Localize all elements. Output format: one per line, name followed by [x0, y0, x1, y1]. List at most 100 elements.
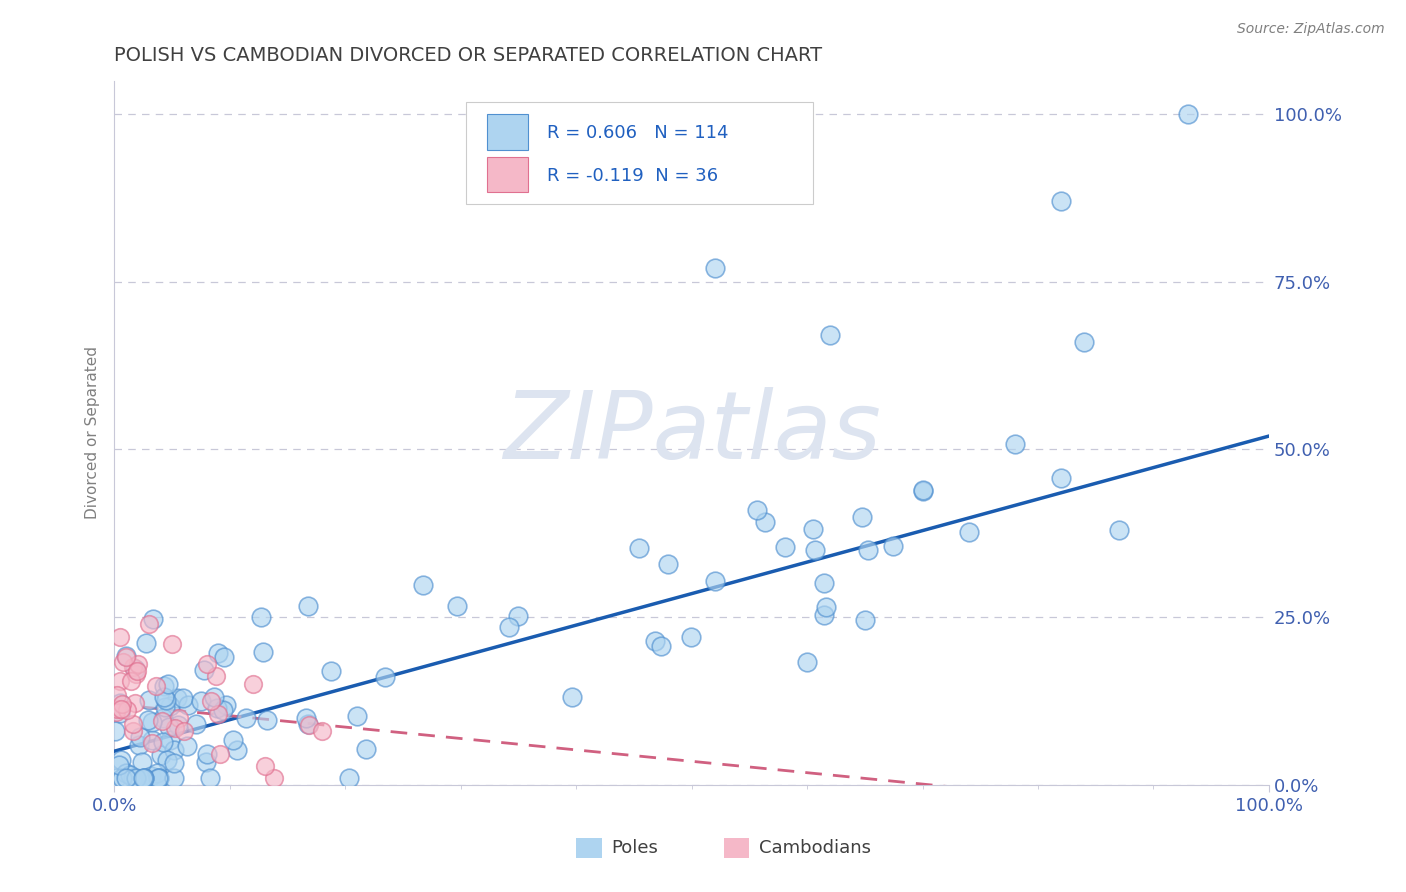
Point	[561, 690, 583, 705]
Point	[124, 662, 146, 676]
Point	[263, 771, 285, 785]
Point	[167, 718, 190, 732]
FancyBboxPatch shape	[486, 114, 527, 150]
Point	[374, 669, 396, 683]
Point	[105, 771, 128, 785]
Point	[225, 742, 247, 756]
Point	[138, 692, 160, 706]
Point	[911, 484, 934, 499]
Text: R = -0.119  N = 36: R = -0.119 N = 36	[547, 167, 718, 185]
Text: Cambodians: Cambodians	[759, 839, 872, 857]
Point	[297, 599, 319, 614]
Point	[242, 677, 264, 691]
Point	[122, 771, 145, 785]
Point	[446, 599, 468, 613]
Point	[111, 698, 134, 712]
Point	[804, 542, 827, 557]
Point	[703, 574, 725, 588]
Point	[152, 735, 174, 749]
Point	[108, 673, 131, 688]
Point	[814, 600, 837, 615]
Point	[114, 765, 136, 780]
Point	[221, 732, 243, 747]
Point	[122, 723, 145, 738]
Point	[235, 711, 257, 725]
Point	[125, 771, 148, 785]
Point	[149, 747, 172, 762]
Point	[1050, 471, 1073, 485]
Point	[148, 771, 170, 785]
Point	[128, 738, 150, 752]
Point	[121, 771, 143, 785]
Point	[146, 771, 169, 785]
Point	[176, 739, 198, 754]
Point	[132, 771, 155, 785]
Point	[256, 713, 278, 727]
Point	[156, 677, 179, 691]
Point	[346, 708, 368, 723]
Point	[110, 701, 132, 715]
Point	[818, 328, 841, 343]
Point	[111, 655, 134, 669]
Point	[156, 753, 179, 767]
Point	[853, 613, 876, 627]
Point	[105, 702, 128, 716]
Point	[108, 630, 131, 644]
Point	[150, 714, 173, 728]
Point	[212, 649, 235, 664]
Point	[204, 669, 226, 683]
Point	[644, 634, 666, 648]
Point	[127, 664, 149, 678]
Point	[114, 649, 136, 664]
Point	[157, 719, 180, 733]
Point	[127, 657, 149, 671]
Point	[110, 753, 132, 767]
Point	[146, 765, 169, 780]
Point	[745, 503, 768, 517]
Point	[166, 691, 188, 706]
Point	[1050, 194, 1073, 209]
Point	[311, 724, 333, 739]
FancyBboxPatch shape	[486, 157, 527, 192]
Point	[957, 524, 980, 539]
Point	[627, 541, 650, 556]
Point	[153, 690, 176, 704]
Point	[163, 756, 186, 771]
Point	[105, 688, 128, 702]
Point	[152, 711, 174, 725]
Point	[650, 639, 672, 653]
Point	[412, 578, 434, 592]
Point	[110, 706, 132, 721]
Point	[205, 701, 228, 715]
Point	[856, 543, 879, 558]
Point	[115, 771, 138, 785]
Point	[319, 664, 342, 678]
Text: Source: ZipAtlas.com: Source: ZipAtlas.com	[1237, 22, 1385, 37]
Point	[1108, 523, 1130, 537]
Point	[120, 768, 142, 782]
Point	[121, 716, 143, 731]
Point	[215, 698, 238, 712]
Point	[115, 703, 138, 717]
Point	[165, 721, 187, 735]
Point	[207, 646, 229, 660]
Point	[160, 637, 183, 651]
Point	[298, 718, 321, 732]
Point	[121, 660, 143, 674]
Point	[136, 713, 159, 727]
Point	[190, 694, 212, 708]
Point	[354, 742, 377, 756]
Point	[506, 608, 529, 623]
Point	[195, 657, 218, 671]
Point	[124, 666, 146, 681]
Point	[145, 679, 167, 693]
Text: ZIPatlas: ZIPatlas	[502, 387, 880, 478]
Point	[813, 607, 835, 622]
Point	[167, 711, 190, 725]
Point	[209, 747, 232, 761]
Point	[1004, 437, 1026, 451]
Text: Poles: Poles	[612, 839, 658, 857]
Point	[775, 541, 797, 555]
Point	[138, 616, 160, 631]
Point	[111, 771, 134, 785]
